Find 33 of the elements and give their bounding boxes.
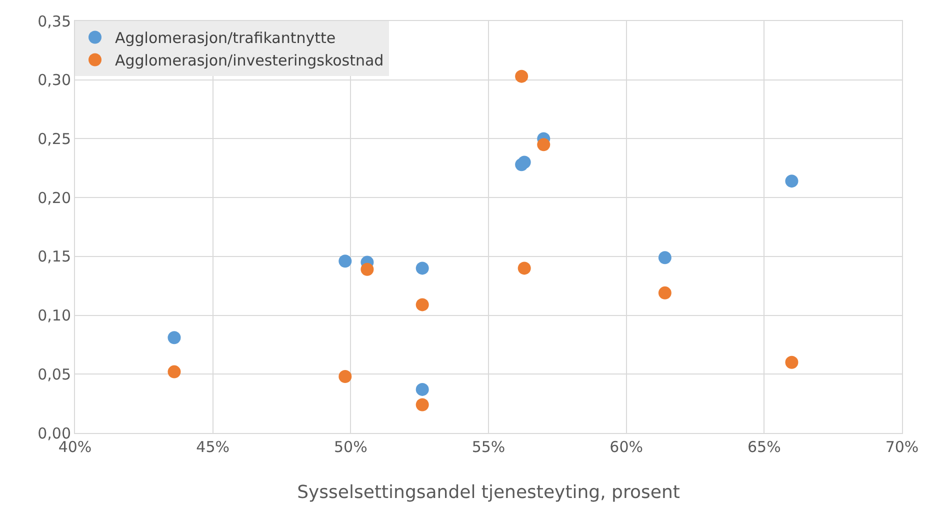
x-axis-title: Sysselsettingsandel tjenesteyting, prosent: [297, 482, 680, 504]
y-tick-label: 0,15: [38, 248, 71, 266]
point: [416, 262, 429, 275]
point: [785, 174, 798, 188]
point: [416, 398, 429, 412]
x-tick-label: 45%: [196, 438, 230, 456]
y-tick-label: 0,25: [38, 130, 71, 148]
point: [658, 251, 672, 264]
x-tick-label: 55%: [472, 438, 506, 456]
y-tick-label: 0,30: [38, 71, 71, 90]
point: [338, 370, 352, 383]
y-tick-label: 0,35: [38, 12, 71, 30]
legend-label: Agglomerasjon/investeringskostnad: [115, 52, 384, 70]
legend-label: Agglomerasjon/trafikantnytte: [115, 29, 336, 48]
point: [168, 365, 181, 378]
point: [168, 331, 181, 344]
point: [416, 382, 429, 396]
point: [537, 138, 550, 152]
y-tick-label: 0,10: [38, 306, 71, 325]
point: [515, 70, 528, 83]
point: [785, 356, 798, 369]
point: [518, 156, 531, 169]
point: [360, 262, 374, 276]
x-tick-label: 65%: [748, 438, 781, 456]
point: [338, 254, 352, 268]
y-tick-label: 0,05: [38, 365, 71, 384]
point: [416, 298, 429, 312]
x-tick-label: 70%: [885, 438, 919, 456]
x-tick-label: 60%: [610, 438, 643, 456]
y-tick-label: 0,20: [38, 188, 71, 207]
point: [518, 262, 531, 275]
point: [658, 286, 672, 300]
x-tick-label: 50%: [334, 438, 368, 456]
